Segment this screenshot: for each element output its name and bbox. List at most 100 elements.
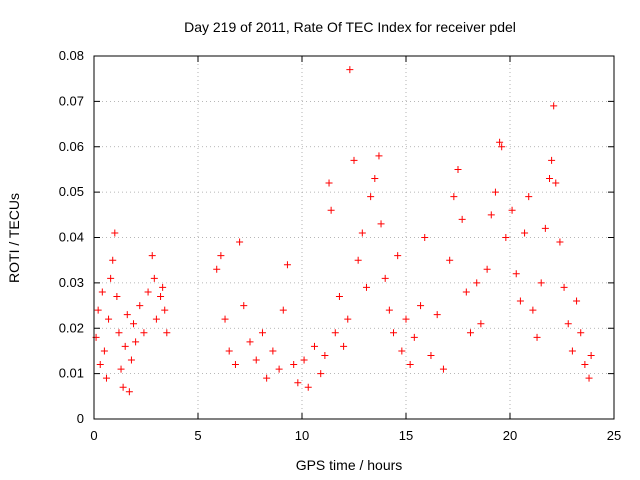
data-point bbox=[290, 361, 298, 369]
data-point bbox=[362, 283, 370, 291]
data-point bbox=[421, 234, 429, 241]
data-point bbox=[121, 342, 129, 350]
data-point bbox=[140, 329, 148, 337]
data-point bbox=[300, 356, 308, 364]
y-tick-label: 0.08 bbox=[59, 48, 84, 63]
data-point bbox=[398, 347, 406, 355]
y-tick-label: 0.07 bbox=[59, 93, 84, 108]
data-point bbox=[113, 292, 121, 300]
data-point bbox=[119, 383, 127, 391]
data-point bbox=[225, 347, 233, 355]
y-tick-label: 0.01 bbox=[59, 366, 84, 381]
x-tick-label: 10 bbox=[295, 428, 309, 443]
data-point bbox=[325, 179, 333, 187]
data-point bbox=[105, 315, 113, 323]
data-point bbox=[496, 138, 504, 146]
data-point bbox=[148, 252, 156, 260]
data-point bbox=[217, 252, 225, 260]
data-point bbox=[240, 302, 248, 310]
data-point bbox=[107, 274, 115, 282]
data-point bbox=[144, 288, 152, 296]
data-point bbox=[417, 302, 425, 310]
data-point bbox=[427, 351, 435, 359]
data-point bbox=[344, 315, 352, 323]
data-point bbox=[221, 315, 229, 323]
data-point bbox=[304, 383, 312, 391]
data-point bbox=[100, 347, 108, 355]
data-point bbox=[546, 175, 554, 183]
data-point bbox=[516, 297, 524, 305]
data-point bbox=[125, 388, 133, 396]
data-point bbox=[317, 370, 325, 378]
data-point bbox=[537, 279, 545, 287]
data-point bbox=[512, 270, 520, 278]
data-point bbox=[258, 329, 266, 337]
data-point bbox=[132, 338, 140, 346]
grid bbox=[94, 56, 614, 419]
y-axis-label: ROTI / TECUs bbox=[6, 193, 22, 283]
data-point bbox=[350, 156, 358, 164]
data-point bbox=[552, 179, 560, 187]
data-point bbox=[109, 256, 117, 264]
data-point bbox=[446, 256, 454, 264]
data-point bbox=[406, 361, 414, 369]
data-point bbox=[246, 338, 254, 346]
x-axis-label: GPS time / hours bbox=[296, 457, 403, 473]
data-point bbox=[159, 283, 167, 291]
data-point bbox=[115, 329, 123, 337]
data-point bbox=[556, 238, 564, 246]
data-point bbox=[450, 193, 458, 201]
data-point bbox=[346, 66, 354, 74]
data-point bbox=[466, 329, 474, 337]
data-point bbox=[269, 347, 277, 355]
y-tick-label: 0.05 bbox=[59, 184, 84, 199]
data-point bbox=[127, 356, 135, 364]
data-point bbox=[335, 292, 343, 300]
data-point bbox=[581, 361, 589, 369]
data-point bbox=[568, 347, 576, 355]
data-point bbox=[123, 311, 131, 319]
y-tick-label: 0.04 bbox=[59, 230, 84, 245]
data-point bbox=[161, 306, 169, 314]
data-point bbox=[111, 229, 119, 237]
data-point bbox=[136, 302, 144, 310]
data-point bbox=[394, 252, 402, 260]
data-point bbox=[577, 329, 585, 337]
axis-ticks: 0 0.01 0.02 0.03 0.04 0.05 0.06 0.07 0.08 0 5 10 15 2… bbox=[59, 48, 622, 443]
data-point bbox=[117, 365, 125, 373]
data-point bbox=[375, 152, 383, 160]
data-point bbox=[130, 320, 138, 328]
data-point bbox=[529, 306, 537, 314]
y-tick-label: 0.03 bbox=[59, 275, 84, 290]
data-point bbox=[275, 365, 283, 373]
chart-title: Day 219 of 2011, Rate Of TEC Index for r… bbox=[184, 19, 516, 35]
data-point bbox=[371, 175, 379, 183]
data-point bbox=[294, 379, 302, 387]
data-point bbox=[331, 329, 339, 337]
y-tick-label: 0.02 bbox=[59, 320, 84, 335]
x-tick-label: 15 bbox=[399, 428, 413, 443]
data-point bbox=[340, 342, 348, 350]
data-point bbox=[487, 211, 495, 219]
data-point bbox=[321, 351, 329, 359]
data-point bbox=[587, 351, 595, 359]
data-point bbox=[231, 361, 239, 369]
data-point bbox=[96, 361, 104, 369]
data-points bbox=[92, 66, 595, 396]
data-point bbox=[502, 234, 510, 241]
data-point bbox=[358, 229, 366, 237]
data-point bbox=[550, 102, 558, 110]
data-point bbox=[157, 292, 165, 300]
data-point bbox=[508, 206, 516, 214]
x-tick-label: 0 bbox=[90, 428, 97, 443]
data-point bbox=[263, 374, 271, 382]
x-tick-label: 20 bbox=[503, 428, 517, 443]
data-point bbox=[377, 220, 385, 228]
y-tick-label: 0 bbox=[77, 411, 84, 426]
data-point bbox=[585, 374, 593, 382]
data-point bbox=[163, 329, 171, 337]
data-point bbox=[498, 143, 506, 151]
data-point bbox=[560, 283, 568, 291]
data-point bbox=[573, 297, 581, 305]
y-tick-label: 0.06 bbox=[59, 139, 84, 154]
